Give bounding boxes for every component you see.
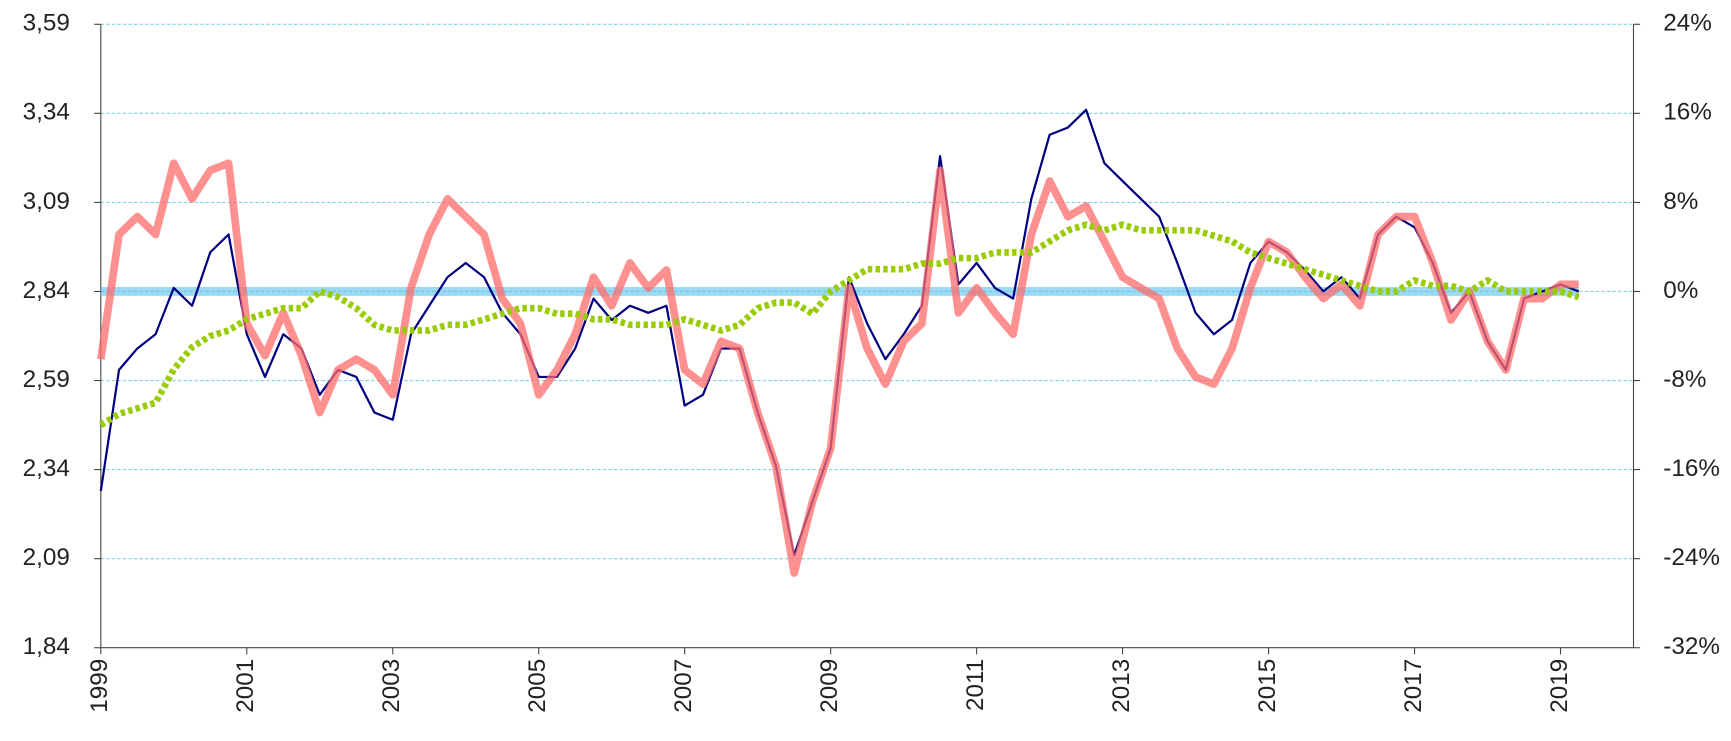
x-tick-label: 1999 <box>86 659 113 713</box>
y-tick-label: 1,84 <box>23 633 70 660</box>
x-tick-label: 2011 <box>962 659 989 711</box>
x-tick-label: 2001 <box>232 659 259 713</box>
x-tick-label: 2007 <box>670 659 697 713</box>
y2-tick-label: -32% <box>1663 633 1720 660</box>
y-tick-label: 2,84 <box>23 277 70 304</box>
y-tick-label: 2,09 <box>23 544 70 571</box>
y2-tick-label: 0% <box>1663 277 1698 304</box>
x-tick-label: 2009 <box>816 659 843 713</box>
y2-tick-label: 16% <box>1663 99 1712 126</box>
y2-tick-label: -16% <box>1663 455 1720 482</box>
x-tick-label: 2013 <box>1108 659 1135 713</box>
y-tick-label: 3,59 <box>23 10 70 37</box>
y2-tick-label: -8% <box>1663 366 1706 393</box>
y-tick-label: 3,34 <box>23 99 70 126</box>
y2-tick-label: 24% <box>1663 10 1712 37</box>
series-line <box>96 159 1579 577</box>
x-tick-label: 2019 <box>1546 659 1573 713</box>
x-tick-label: 2005 <box>524 659 551 713</box>
y2-tick-label: -24% <box>1663 544 1720 571</box>
y2-tick-label: 8% <box>1663 188 1698 215</box>
x-tick-label: 2017 <box>1400 659 1427 713</box>
series-line <box>99 108 1580 557</box>
y-tick-label: 2,59 <box>23 366 70 393</box>
x-tick-label: 2015 <box>1254 659 1281 713</box>
y-tick-label: 3,09 <box>23 188 70 215</box>
x-tick-label: 2003 <box>378 659 405 713</box>
y-tick-label: 2,34 <box>23 455 70 482</box>
